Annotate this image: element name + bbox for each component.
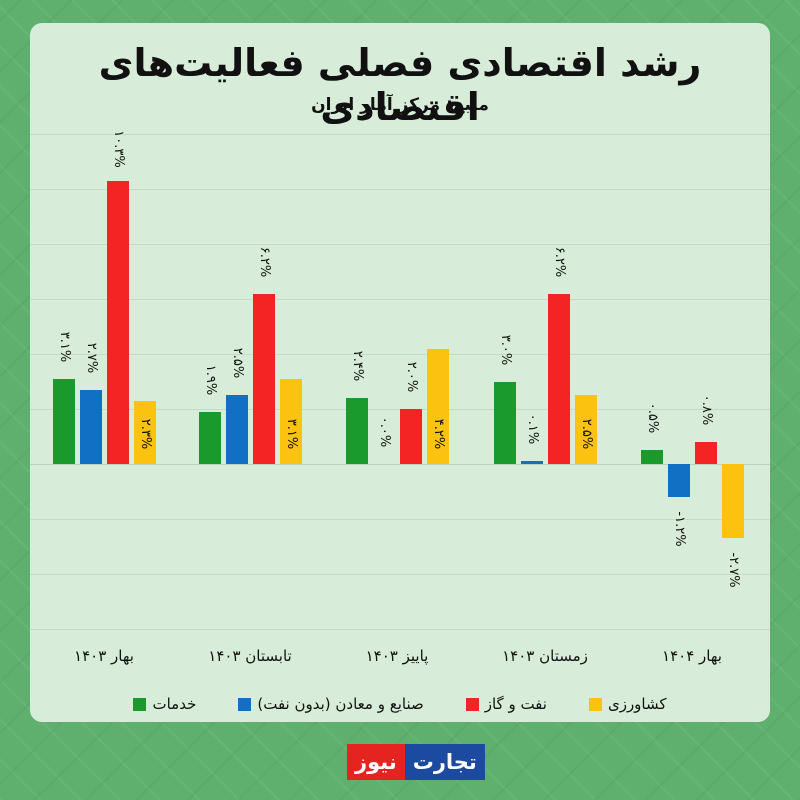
grid-line bbox=[30, 244, 770, 245]
bar bbox=[107, 180, 129, 464]
legend-swatch bbox=[133, 697, 147, 711]
legend-swatch bbox=[588, 697, 602, 711]
bar bbox=[280, 378, 302, 464]
legend-label: کشاورزی bbox=[607, 695, 667, 713]
grid-line bbox=[30, 354, 770, 355]
bar bbox=[226, 395, 248, 464]
bar bbox=[253, 293, 275, 464]
bar bbox=[427, 348, 449, 464]
bar bbox=[53, 378, 75, 464]
bar-value-label: ۰.۵% bbox=[645, 403, 660, 434]
chart-source: منبع: مرکز آمار ایران bbox=[311, 95, 489, 115]
bar bbox=[134, 400, 156, 464]
bar-value-label: ۲.۵% bbox=[579, 418, 594, 450]
bar bbox=[400, 409, 422, 464]
bar-value-label: -۲.۷% bbox=[726, 552, 741, 588]
grid-line bbox=[30, 574, 770, 575]
bar-value-label: ۰.۱% bbox=[525, 413, 540, 445]
bar-value-label: ۲.۵% bbox=[230, 348, 245, 379]
plot-area: ۳.۱% ۲.۷% ۱۰.۳% ۲.۳% بهار ۱۴۰۳ ۱.۹% ۲.۵% ۶.۲% ۳.… bbox=[30, 23, 770, 722]
bar bbox=[494, 381, 516, 464]
bar bbox=[346, 398, 368, 464]
category-label: پاییز ۱۴۰۳ bbox=[365, 647, 429, 665]
bar-value-label: ۰.۸% bbox=[699, 394, 714, 426]
legend-item: نفت و گاز bbox=[465, 695, 547, 713]
grid-line bbox=[30, 299, 770, 300]
bar bbox=[199, 411, 221, 464]
bar bbox=[575, 395, 597, 464]
legend-item: صنایع و معادن (بدون نفت) bbox=[238, 695, 424, 713]
zero-line bbox=[30, 464, 770, 465]
category-label: بهار ۱۴۰۳ bbox=[74, 647, 134, 665]
chart-card: رشد اقتصادی فصلی فعالیت‌های اقتصادی منبع… bbox=[30, 23, 770, 722]
bar-value-label: ۱۰.۳% bbox=[111, 130, 126, 168]
bar-value-label: ۲.۴% bbox=[350, 350, 365, 382]
bar-value-label: ۶.۲% bbox=[257, 246, 272, 277]
bar-value-label: ۲.۰% bbox=[404, 361, 419, 393]
legend-label: خدمات bbox=[152, 695, 197, 713]
bar bbox=[695, 442, 717, 464]
category-label: زمستان ۱۴۰۳ bbox=[502, 647, 588, 665]
legend-swatch bbox=[238, 697, 252, 711]
bar bbox=[722, 464, 744, 539]
chart-title: رشد اقتصادی فصلی فعالیت‌های اقتصادی bbox=[98, 41, 702, 129]
legend-label: نفت و گاز bbox=[484, 695, 547, 713]
bar bbox=[641, 450, 663, 464]
bar bbox=[80, 389, 102, 464]
legend-swatch bbox=[465, 697, 479, 711]
grid-line bbox=[30, 189, 770, 190]
bar-value-label: -۱.۲% bbox=[672, 511, 687, 547]
bar bbox=[548, 293, 570, 464]
bar-value-label: ۱.۹% bbox=[203, 364, 218, 395]
bar-value-label: ۴.۲% bbox=[431, 418, 446, 450]
bar-value-label: ۲.۳% bbox=[138, 418, 153, 450]
grid-line bbox=[30, 134, 770, 135]
bar-value-label: ۳.۱% bbox=[284, 418, 299, 450]
legend-label: صنایع و معادن (بدون نفت) bbox=[257, 695, 424, 713]
legend: خدمات صنایع و معادن (بدون نفت) نفت و گاز کش… bbox=[30, 695, 770, 713]
bar bbox=[668, 464, 690, 497]
bar-value-label: ۶.۲% bbox=[552, 246, 567, 277]
category-label: تابستان ۱۴۰۳ bbox=[208, 647, 292, 665]
bar-value-label: ۳.۱% bbox=[57, 331, 72, 362]
bar-value-label: ۲.۷% bbox=[84, 342, 99, 373]
bar bbox=[521, 461, 543, 464]
brand-logo: نیوز تجارت bbox=[347, 744, 485, 780]
grid-line bbox=[30, 519, 770, 520]
logo-part-tejarat: تجارت bbox=[404, 744, 485, 780]
category-label: بهار ۱۴۰۴ bbox=[662, 647, 722, 665]
bar-value-label: ۳.۰% bbox=[498, 334, 513, 365]
bar-value-label: ۰.۰% bbox=[377, 416, 392, 448]
logo-part-news: نیوز bbox=[347, 744, 405, 780]
legend-item: کشاورزی bbox=[588, 695, 667, 713]
grid-line bbox=[30, 629, 770, 630]
legend-item: خدمات bbox=[133, 695, 196, 713]
